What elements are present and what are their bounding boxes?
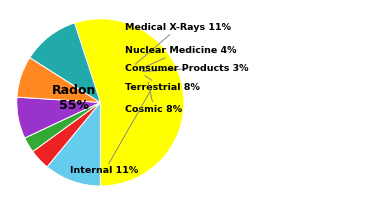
Wedge shape [17,58,100,102]
Text: Cosmic 8%: Cosmic 8% [126,82,182,114]
Text: Terrestrial 8%: Terrestrial 8% [126,76,200,92]
Text: Radon
55%: Radon 55% [51,84,96,112]
Wedge shape [33,102,100,167]
Text: Internal 11%: Internal 11% [70,90,151,176]
Wedge shape [74,19,184,186]
Wedge shape [30,23,100,102]
Text: Medical X-Rays 11%: Medical X-Rays 11% [126,23,231,64]
Wedge shape [25,102,100,152]
Text: Nuclear Medicine 4%: Nuclear Medicine 4% [126,46,237,69]
Wedge shape [17,97,100,138]
Text: Consumer Products 3%: Consumer Products 3% [126,64,249,74]
Wedge shape [47,102,100,186]
